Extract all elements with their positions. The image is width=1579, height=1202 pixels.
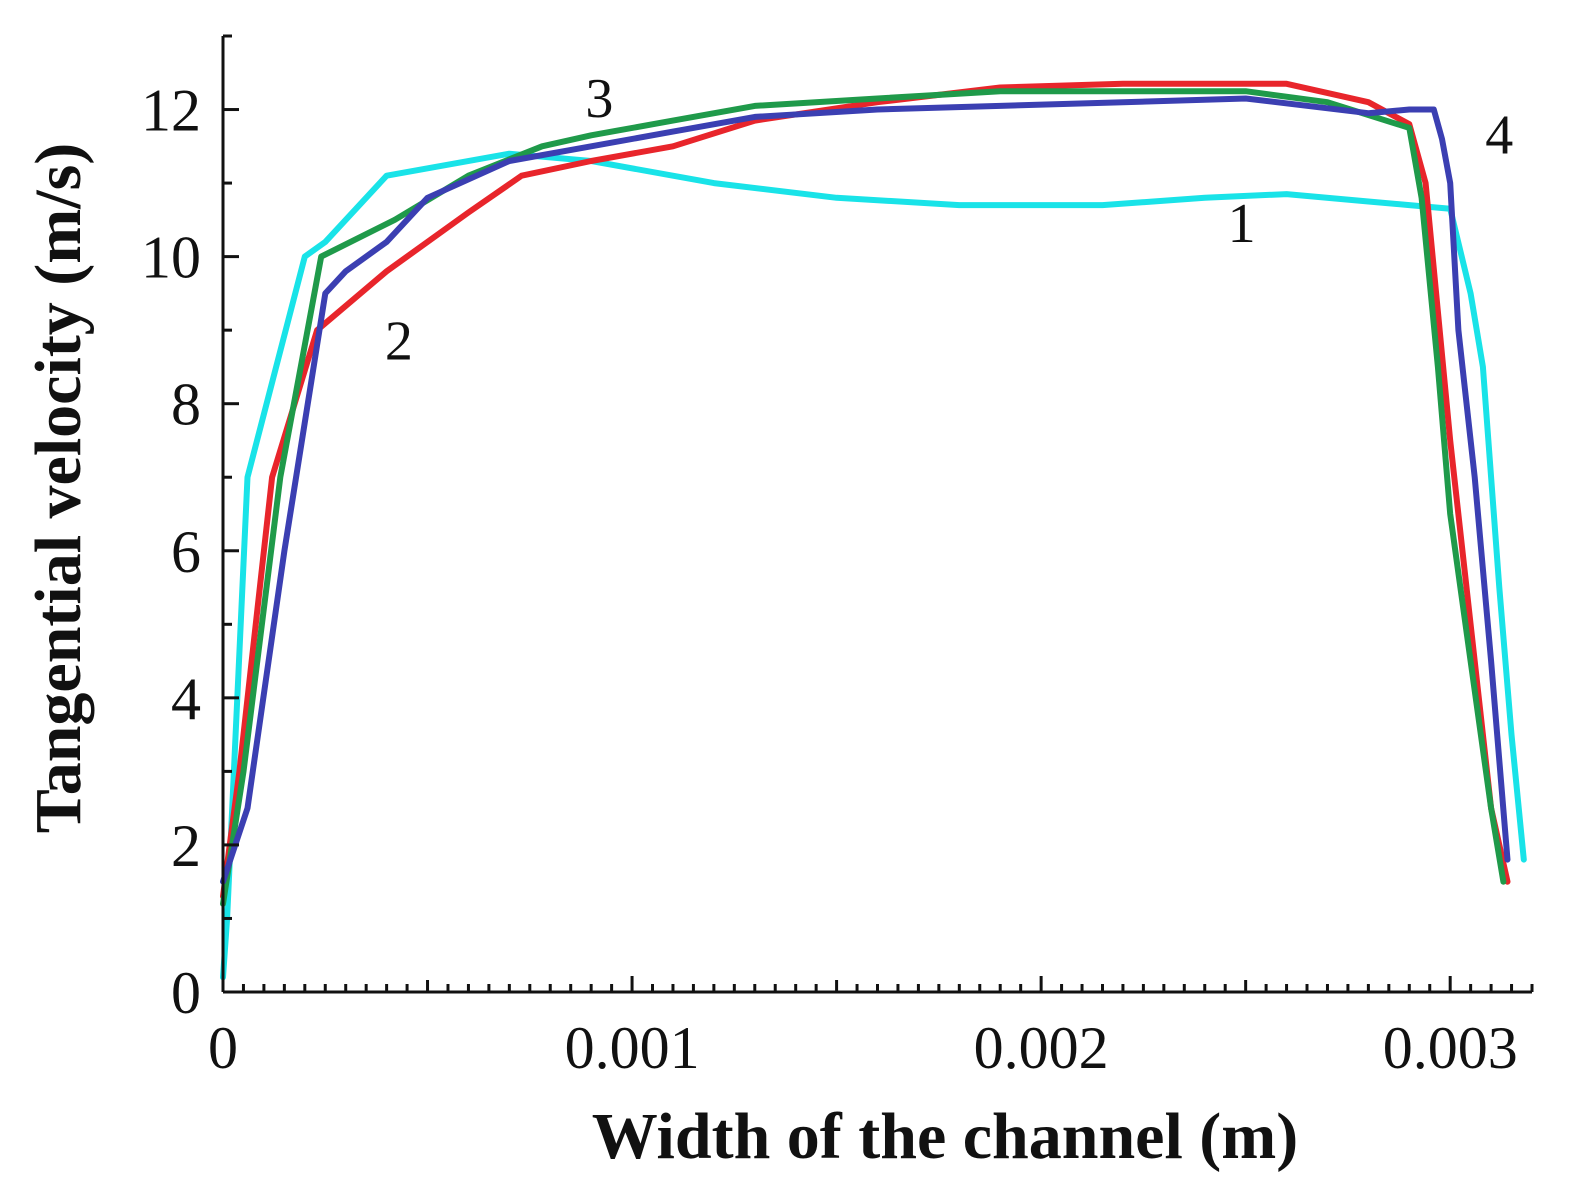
y-tick-label: 0 bbox=[171, 960, 201, 1026]
y-tick-label: 10 bbox=[141, 225, 201, 291]
series-1-line bbox=[220, 150, 1527, 981]
y-axis-title: Tangential velocity (m/s) bbox=[22, 143, 95, 834]
series-3-line bbox=[220, 88, 1507, 907]
x-axis-title: Width of the channel (m) bbox=[592, 1100, 1298, 1173]
series-3-label: 3 bbox=[585, 68, 613, 130]
y-tick-label: 8 bbox=[171, 372, 201, 438]
plot-area: 1 2 3 4 bbox=[220, 68, 1527, 981]
y-tick-label: 2 bbox=[171, 813, 201, 879]
y-tick-label: 4 bbox=[171, 666, 201, 732]
series-2-label: 2 bbox=[385, 311, 413, 373]
y-tick-label: 12 bbox=[141, 78, 201, 144]
x-tick-label: 0 bbox=[208, 1015, 238, 1081]
x-tick-label: 0.002 bbox=[974, 1015, 1109, 1081]
series-4-line bbox=[220, 95, 1511, 885]
x-tick-label: 0.001 bbox=[565, 1015, 700, 1081]
x-tick-label: 0.003 bbox=[1383, 1015, 1518, 1081]
series-4-label: 4 bbox=[1485, 105, 1513, 167]
y-tick-label: 6 bbox=[171, 519, 201, 585]
series-1-label: 1 bbox=[1228, 193, 1256, 255]
